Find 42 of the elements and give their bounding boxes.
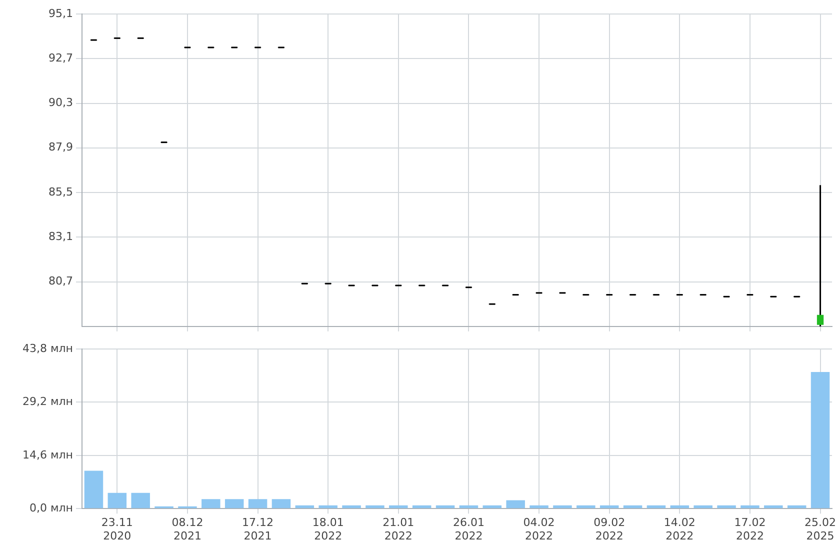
y-tick-label: 87,9	[48, 140, 73, 154]
x-tick-label: 04.02 2022	[523, 516, 555, 542]
bar	[366, 505, 384, 508]
bar	[810, 372, 830, 508]
x-tick-label: 17.12 2021	[242, 516, 274, 542]
bar	[224, 499, 244, 508]
y-tick-label: 80,7	[48, 274, 73, 288]
bar	[131, 492, 150, 508]
bar	[530, 505, 548, 508]
bar	[108, 492, 127, 508]
bar	[342, 505, 361, 508]
bar	[553, 505, 572, 508]
x-tick-label: 25.02 2025	[804, 516, 836, 542]
bar	[506, 500, 525, 508]
bar	[740, 505, 760, 508]
bar	[576, 505, 596, 508]
bar	[272, 499, 291, 508]
y-tick-label: 92,7	[48, 51, 73, 64]
bar	[717, 505, 736, 508]
x-tick-label: 21.01 2022	[382, 516, 414, 542]
bar	[318, 505, 338, 508]
y-tick-label: 0,0 млн	[29, 501, 73, 514]
bar	[84, 470, 104, 508]
x-tick-label: 09.02 2022	[594, 516, 626, 542]
x-tick-label: 23.11 2020	[101, 516, 133, 542]
bar	[248, 499, 268, 508]
y-tick-label: 83,1	[48, 230, 73, 243]
x-tick-label: 08.12 2021	[172, 516, 204, 542]
x-tick-label: 14.02 2022	[664, 516, 696, 542]
y-tick-label: 29,2 млн	[22, 395, 73, 408]
bar	[202, 499, 220, 508]
y-tick-label: 85,5	[48, 185, 73, 198]
y-tick-label: 43,8 млн	[22, 342, 73, 355]
bar	[764, 505, 783, 508]
y-tick-label: 95,1	[48, 6, 73, 20]
x-tick-label: 18.01 2022	[312, 516, 344, 542]
x-tick-label: 17.02 2022	[734, 516, 766, 542]
bar	[389, 505, 408, 508]
bar	[694, 505, 712, 508]
y-tick-label: 90,3	[48, 96, 73, 110]
y-tick-label: 14,6 млн	[22, 448, 73, 462]
x-tick-label: 26.01 2022	[452, 516, 484, 542]
